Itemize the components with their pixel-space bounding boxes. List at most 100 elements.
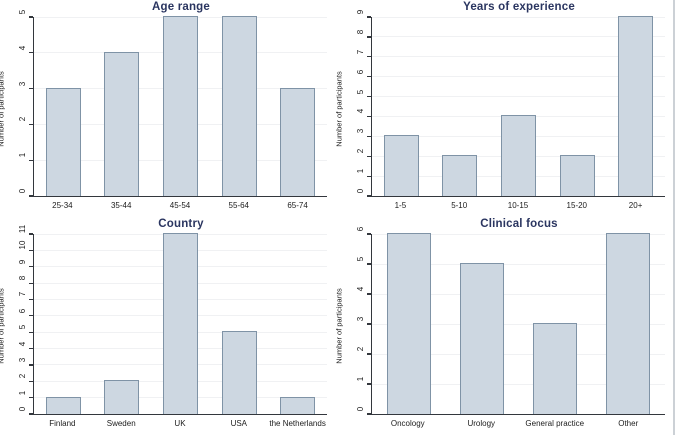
screenshot-edge-artifact: [673, 0, 675, 435]
bar-45-54: [162, 16, 199, 196]
chart-age-range: Age range Number of participants 0 1 2 3 4 5 25-…: [0, 0, 338, 217]
y-axis-label: Number of participants: [0, 288, 6, 364]
x-axis-labels: 25-34 35-44 45-54 55-64 65-74: [33, 200, 327, 212]
y-tick: [367, 383, 371, 385]
y-tick-label: 8: [18, 275, 28, 281]
y-tick: [29, 331, 33, 333]
y-tick-label: 4: [18, 45, 28, 51]
y-tick: [29, 123, 33, 125]
bars: [372, 16, 665, 196]
y-tick: [29, 233, 33, 235]
gridline: [372, 96, 665, 98]
y-tick: [367, 56, 371, 58]
x-tick-label: Sweden: [106, 419, 136, 428]
y-tick-label: 7: [356, 49, 366, 55]
y-tick-label: 2: [18, 374, 28, 379]
y-tick: [29, 52, 33, 54]
y-tick: [29, 16, 33, 18]
bar-sweden: [104, 380, 140, 414]
x-tick-label: 10-15: [507, 201, 529, 210]
y-tick-label: 6: [356, 226, 366, 232]
y-tick: [367, 95, 371, 98]
y-tick-label: 3: [356, 129, 366, 134]
bar-the-netherlands: [280, 396, 316, 414]
y-tick-label: 10: [18, 240, 28, 250]
y-tick: [29, 298, 33, 301]
bar-25-34: [45, 87, 81, 196]
gridline: [372, 76, 665, 78]
chart-title: Clinical focus: [480, 218, 558, 230]
y-tick: [367, 195, 371, 197]
y-tick: [29, 315, 33, 317]
y-axis-label: Number of participants: [334, 70, 344, 147]
plot-area: 0 1 2 3 4 5 6: [356, 227, 665, 415]
bar-usa: [221, 331, 257, 414]
y-tick: [367, 115, 371, 118]
y-tick-label: 5: [356, 256, 366, 262]
gridline: [372, 353, 665, 355]
y-tick-label: 2: [356, 149, 366, 154]
y-tick-label: 0: [356, 188, 366, 194]
bar-general-practice: [533, 323, 578, 414]
y-tick-label: 11: [18, 224, 28, 234]
y-tick: [367, 353, 371, 355]
bar-other: [606, 233, 651, 414]
y-tick-label: 4: [18, 341, 28, 346]
x-tick-label: 45-54: [169, 201, 191, 210]
x-tick-label: USA: [230, 419, 248, 428]
chart-title: Country: [158, 218, 204, 230]
bars: [34, 233, 327, 414]
chart-clinical-focus: Clinical focus Number of participants 0 1 2 3…: [334, 217, 676, 435]
x-axis-labels: Finland Sweden UK USA the Netherlands: [33, 418, 327, 430]
y-tick-label: 0: [356, 406, 366, 412]
y-tick: [367, 135, 371, 137]
x-tick-label: General practice: [525, 419, 585, 428]
y-tick: [367, 36, 371, 38]
bars: [372, 233, 665, 414]
y-tick-label: 0: [18, 188, 28, 194]
x-tick-label: 55-64: [228, 201, 250, 210]
y-tick-label: 0: [18, 406, 28, 412]
x-axis-labels: 1-5 5-10 10-15 15-20 20+: [371, 200, 665, 212]
x-tick-label: 65-74: [287, 201, 308, 210]
gridline: [372, 263, 665, 265]
y-tick: [367, 155, 371, 157]
y-tick-label: 6: [18, 308, 28, 314]
chart-country: Country Number of participants 0 1 2 3 4 5 6 7 8 9 1…: [0, 217, 338, 435]
y-axis-label: Number of participants: [334, 288, 344, 364]
y-tick-label: 1: [18, 152, 28, 158]
y-tick: [367, 293, 371, 295]
y-tick-label: 6: [356, 69, 366, 74]
x-tick-label: 15-20: [566, 201, 588, 210]
y-tick: [29, 397, 33, 399]
bar-5-10: [442, 155, 478, 196]
y-tick-label: 1: [18, 390, 28, 395]
x-tick-label: 20+: [628, 201, 643, 210]
y-tick-label: 4: [356, 286, 366, 292]
y-tick-label: 5: [18, 9, 28, 15]
bar-20+: [618, 16, 654, 196]
gridline: [372, 16, 665, 18]
plot-area: 0 1 2 3 4 5 6 7 8 9: [356, 10, 665, 197]
y-tick: [367, 323, 371, 325]
y-tick: [367, 16, 371, 18]
x-tick-label: Other: [618, 419, 639, 428]
bar-15-20: [559, 155, 595, 196]
x-tick-label: UK: [174, 419, 186, 428]
plot-area: 0 1 2 3 4 5: [18, 10, 327, 197]
y-tick: [367, 175, 371, 177]
x-tick-label: 35-44: [110, 201, 132, 210]
x-tick-label: 25-34: [52, 201, 73, 210]
y-tick-label: 4: [356, 109, 366, 114]
y-tick-label: 9: [18, 259, 28, 264]
bar-55-64: [221, 16, 257, 196]
y-tick: [367, 413, 371, 415]
x-tick-label: Oncology: [390, 419, 425, 428]
x-tick-label: the Netherlands: [269, 419, 326, 428]
gridline: [372, 323, 665, 325]
gridline: [372, 36, 665, 38]
x-tick-label: 5-10: [451, 201, 468, 210]
y-tick-label: 8: [356, 29, 366, 35]
